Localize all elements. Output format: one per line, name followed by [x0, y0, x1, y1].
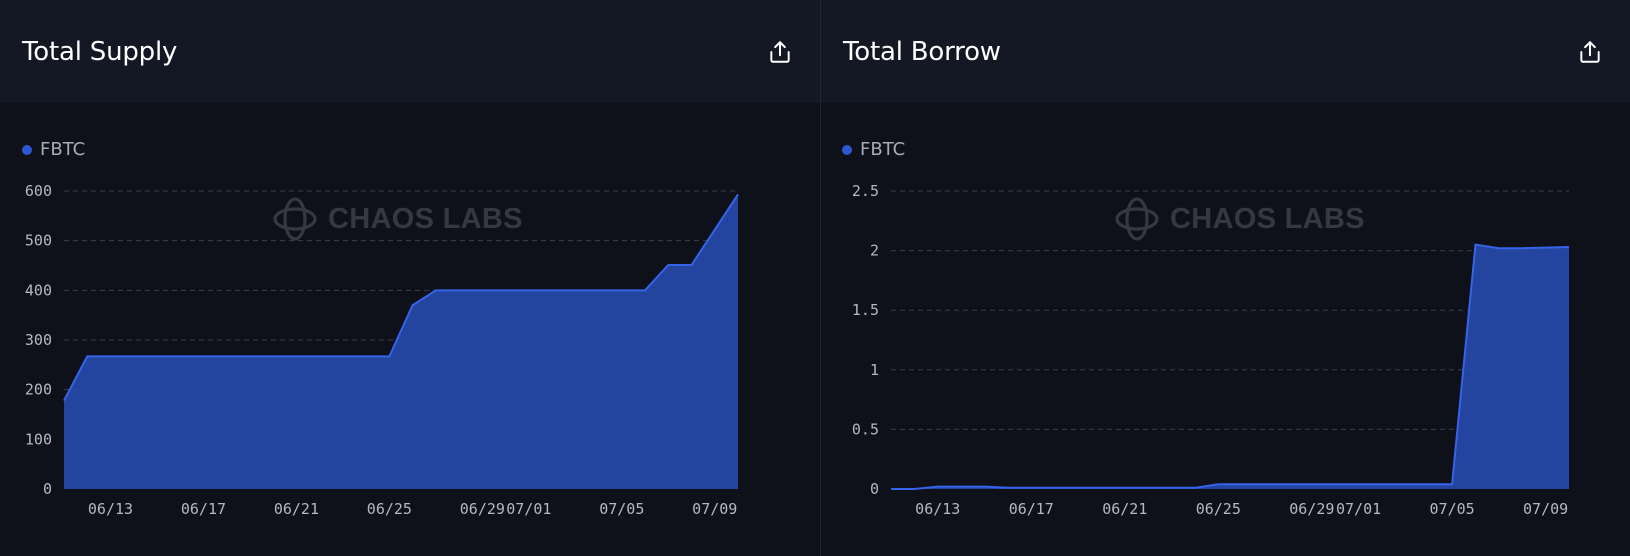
series-line-fbtc — [891, 243, 1570, 490]
chart-legend[interactable]: FBTC — [842, 139, 905, 160]
total-borrow-panel: Total Borrow FBTC CHAOS LABS 0 0.5 1 1.5 2 2.… — [820, 0, 1630, 556]
y-tick-label: 500 — [25, 232, 52, 250]
x-tick-label: 06/17 — [1009, 500, 1054, 518]
x-tick-label: 06/17 — [181, 500, 226, 518]
panel-header: Total Borrow — [821, 0, 1630, 103]
x-tick-label: 07/05 — [1430, 500, 1475, 518]
y-tick-label: 1 — [870, 361, 879, 379]
share-upload-icon[interactable] — [764, 36, 796, 68]
x-tick-label: 07/05 — [599, 500, 644, 518]
panel-header: Total Supply — [0, 0, 820, 103]
y-tick-label: 0.5 — [852, 420, 879, 438]
panel-title: Total Borrow — [843, 36, 1001, 67]
y-tick-label: 600 — [25, 182, 52, 200]
y-tick-label: 2.5 — [852, 182, 879, 200]
chart-legend[interactable]: FBTC — [22, 139, 85, 160]
series-line-fbtc — [63, 193, 739, 402]
legend-label: FBTC — [860, 139, 906, 160]
y-tick-label: 400 — [25, 281, 52, 299]
y-tick-label: 200 — [25, 381, 52, 399]
x-tick-label: 06/21 — [274, 500, 319, 518]
x-tick-label: 07/09 — [1523, 500, 1568, 518]
x-tick-label: 06/13 — [915, 500, 960, 518]
x-tick-label: 06/21 — [1102, 500, 1147, 518]
series-area-fbtc — [64, 194, 738, 489]
y-tick-label: 2 — [870, 242, 879, 260]
y-tick-label: 1.5 — [852, 301, 879, 319]
total-borrow-chart: 00.511.522.506/13 06/17 06/21 06/25 06/29 07/… — [852, 182, 1570, 518]
total-supply-chart: 0 100 200 300 400 500 600 06/13 06/17 06/21 06/25 0… — [25, 182, 739, 518]
legend-color-dot — [22, 144, 32, 155]
x-tick-label: 07/09 — [692, 500, 737, 518]
y-tick-label: 0 — [870, 480, 879, 498]
total-supply-panel: Total Supply FBTC CHAOS LABS 0 100 200 300 4… — [0, 0, 820, 518]
x-tick-label: 07/01 — [1336, 500, 1381, 518]
x-tick-label: 06/29 — [460, 500, 505, 518]
x-tick-label: 06/25 — [367, 500, 412, 518]
y-tick-label: 0 — [43, 480, 52, 498]
panel-title: Total Supply — [22, 36, 178, 67]
x-tick-label: 06/29 — [1289, 500, 1334, 518]
share-upload-icon[interactable] — [1574, 36, 1606, 68]
y-tick-label: 300 — [25, 331, 52, 349]
series-area-fbtc — [891, 244, 1569, 489]
x-tick-label: 06/25 — [1196, 500, 1241, 518]
x-tick-label: 07/01 — [506, 500, 551, 518]
x-tick-label: 06/13 — [88, 500, 133, 518]
y-tick-label: 100 — [25, 430, 52, 448]
legend-label: FBTC — [40, 139, 86, 160]
legend-color-dot — [842, 144, 852, 155]
